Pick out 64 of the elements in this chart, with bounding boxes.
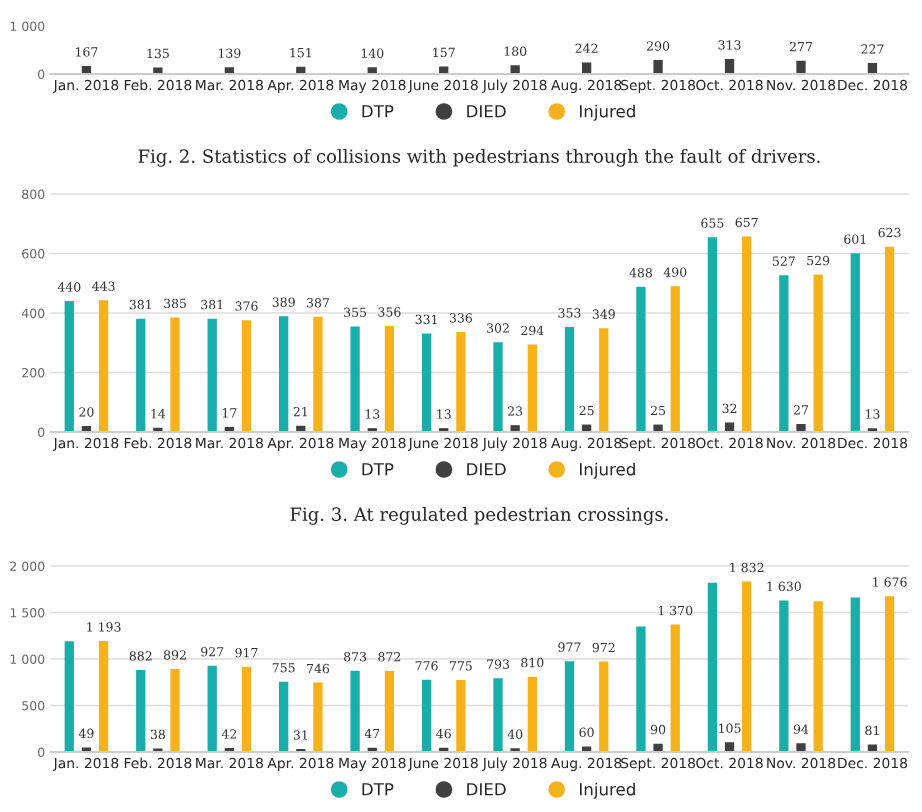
bar — [350, 670, 360, 752]
bar — [796, 743, 806, 752]
legend-label: DIED — [467, 783, 506, 796]
bar — [564, 326, 575, 432]
bar — [813, 601, 823, 752]
legend-label: DTP — [362, 105, 394, 118]
bar — [867, 744, 878, 752]
legend-label: DIED — [467, 463, 506, 476]
bar — [653, 743, 663, 752]
bar — [64, 301, 74, 432]
bar — [279, 681, 289, 752]
bar — [279, 316, 289, 432]
legend-label: DIED — [467, 105, 506, 118]
bar — [421, 333, 432, 432]
bar — [724, 422, 735, 432]
bar — [707, 582, 718, 752]
bar — [350, 326, 360, 432]
legend-label: Injured — [580, 104, 635, 121]
bar — [670, 624, 680, 752]
bar — [564, 661, 575, 752]
bar — [850, 597, 860, 752]
legend-label: Injured — [580, 462, 635, 479]
bar — [456, 679, 466, 752]
bar — [493, 678, 503, 752]
bar — [636, 286, 646, 432]
bar — [884, 596, 895, 752]
bar — [207, 665, 217, 752]
bar — [384, 326, 395, 432]
bar — [742, 236, 752, 432]
bar — [313, 316, 323, 432]
bar — [207, 318, 217, 432]
bar — [707, 237, 718, 432]
bar — [813, 274, 823, 432]
legend-label: Injured — [580, 782, 635, 799]
bar — [64, 641, 74, 752]
bar — [796, 423, 806, 432]
bar — [384, 670, 395, 752]
bar — [136, 669, 146, 752]
bar — [170, 317, 180, 432]
legend-label: DTP — [362, 783, 394, 796]
bar — [421, 679, 432, 752]
bar — [599, 661, 609, 752]
bar — [493, 342, 503, 432]
bar — [636, 626, 646, 752]
bar — [527, 676, 537, 752]
bar — [98, 641, 109, 752]
bar — [742, 581, 752, 752]
bar — [456, 332, 466, 432]
bar — [241, 320, 252, 432]
bar — [884, 246, 895, 432]
bar — [670, 286, 680, 432]
legend-label: DTP — [362, 463, 394, 476]
bar — [599, 328, 609, 432]
bar — [170, 669, 180, 752]
caption: Fig. 2. Statistics of collisions with pedestrians through the fault of drivers. — [138, 149, 820, 167]
bar — [527, 344, 537, 432]
bar — [313, 682, 323, 752]
caption: Fig. 3. At regulated pedestrian crossings. — [290, 507, 668, 525]
bar — [850, 253, 860, 432]
bar — [779, 600, 789, 752]
bar — [136, 318, 146, 432]
bar — [241, 666, 252, 752]
bar — [98, 300, 109, 432]
bar — [779, 275, 789, 432]
